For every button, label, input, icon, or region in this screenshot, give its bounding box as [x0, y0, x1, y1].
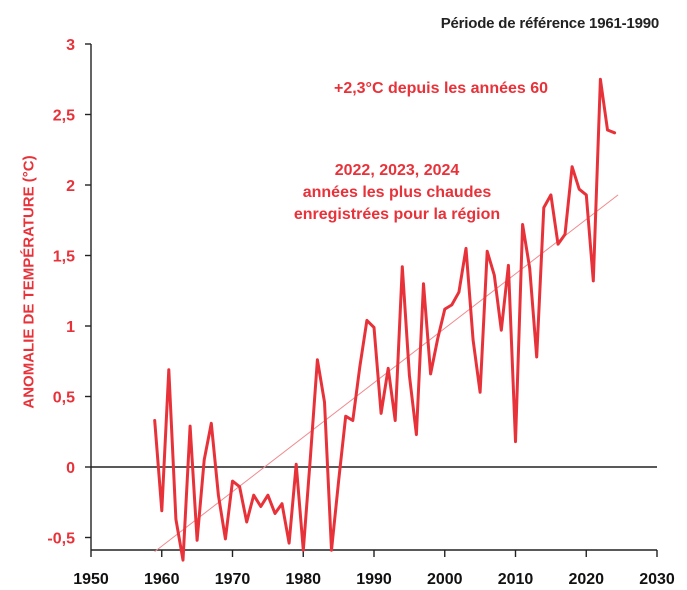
data-point-1977: [280, 502, 284, 505]
data-point-2013: [535, 355, 538, 359]
data-points: [153, 78, 616, 562]
x-tick-label: 1960: [144, 571, 180, 588]
data-point-1970: [231, 479, 234, 483]
data-point-1987: [351, 419, 354, 422]
data-point-1972: [245, 520, 248, 524]
y-tick-label: -0,5: [47, 531, 75, 548]
data-point-2024: [613, 131, 616, 135]
y-axis-ticks: 3 2,5 2 1,5 1 0,5 0 -0,5: [47, 37, 91, 548]
data-point-2003: [464, 247, 468, 250]
data-point-1962: [174, 517, 178, 521]
data-point-2006: [486, 250, 489, 253]
data-point-1973: [252, 494, 255, 497]
data-point-2019: [577, 188, 581, 191]
data-point-1965: [195, 539, 199, 542]
data-point-2000: [443, 307, 446, 311]
data-point-2008: [500, 329, 503, 332]
x-tick-label: 2010: [498, 571, 534, 588]
data-point-2014: [542, 206, 545, 209]
data-point-2001: [450, 303, 454, 307]
data-point-2007: [493, 274, 496, 277]
data-point-1960: [160, 509, 163, 512]
record-years-annotation: 2022, 2023, 2024 années les plus chaudes…: [294, 160, 500, 226]
data-point-1996: [415, 433, 418, 436]
data-point-1984: [330, 548, 333, 552]
record-years-line-1: 2022, 2023, 2024: [334, 162, 460, 179]
data-point-2012: [528, 266, 531, 270]
data-point-1959: [153, 419, 156, 422]
temperature-anomaly-series: [153, 77, 617, 562]
data-point-2011: [521, 223, 524, 226]
x-tick-label: 1980: [285, 571, 321, 588]
data-point-1975: [266, 494, 270, 497]
reference-period-note: Période de référence 1961-1990: [440, 15, 660, 32]
y-tick-label: 0,5: [53, 390, 75, 407]
data-point-2015: [549, 193, 553, 197]
data-point-1999: [436, 337, 439, 340]
data-point-1967: [210, 422, 213, 425]
data-point-1982: [316, 358, 319, 362]
data-point-2010: [514, 440, 517, 443]
data-point-1976: [273, 512, 277, 515]
record-years-line-2: années les plus chaudes: [302, 184, 492, 201]
x-tick-label: 1950: [73, 571, 109, 588]
data-point-1963: [181, 558, 185, 562]
y-tick-label: 1: [66, 319, 75, 336]
data-point-1964: [188, 424, 192, 428]
data-point-1992: [386, 367, 390, 370]
data-point-1995: [408, 374, 411, 377]
data-point-1981: [309, 457, 312, 460]
data-point-1974: [259, 505, 262, 508]
data-point-1993: [394, 419, 397, 422]
x-tick-label: 2020: [568, 571, 604, 588]
y-tick-label: 1,5: [53, 249, 75, 266]
data-point-1998: [429, 372, 432, 376]
data-point-2004: [471, 338, 475, 342]
y-tick-label: 3: [66, 37, 75, 54]
y-tick-label: 0: [66, 460, 75, 477]
data-point-2009: [507, 264, 510, 267]
data-point-2016: [556, 243, 560, 246]
data-point-1994: [401, 265, 404, 268]
data-point-2018: [570, 165, 574, 168]
data-point-2002: [457, 290, 461, 294]
data-point-1961: [167, 368, 171, 371]
y-axis-label: ANOMALIE DE TEMPÉRATURE (°C): [20, 155, 38, 409]
data-point-1989: [365, 319, 369, 322]
data-point-1978: [287, 541, 291, 545]
data-point-1985: [337, 479, 340, 483]
x-axis-ticks: 1950 1960 1970 1980 1990 2000 2010 2020 2030: [73, 550, 675, 588]
data-point-2020: [585, 193, 588, 197]
data-point-1971: [238, 485, 241, 488]
data-point-1968: [217, 494, 220, 497]
data-point-1988: [358, 365, 362, 369]
x-tick-label: 2030: [639, 571, 675, 588]
data-point-1980: [302, 548, 305, 552]
data-point-1997: [422, 282, 425, 285]
y-tick-label: 2: [66, 178, 75, 195]
data-point-2021: [592, 279, 595, 283]
x-tick-label: 1970: [215, 571, 251, 588]
data-point-1983: [323, 400, 326, 404]
x-tick-label: 2000: [427, 571, 463, 588]
data-point-1966: [203, 458, 206, 462]
warming-annotation: +2,3°C depuis les années 60: [333, 80, 549, 97]
data-point-1986: [344, 415, 347, 418]
record-years-line-3: enregistrées pour la région: [293, 206, 501, 223]
data-point-2017: [563, 233, 567, 236]
data-point-2022: [599, 78, 602, 81]
data-point-1979: [294, 462, 298, 466]
data-point-2005: [478, 391, 482, 394]
data-point-2023: [606, 128, 609, 132]
data-point-1990: [372, 326, 376, 329]
x-tick-label: 1990: [356, 571, 392, 588]
data-point-1969: [224, 537, 227, 541]
y-tick-label: 2,5: [53, 108, 75, 125]
data-point-1991: [379, 412, 383, 415]
